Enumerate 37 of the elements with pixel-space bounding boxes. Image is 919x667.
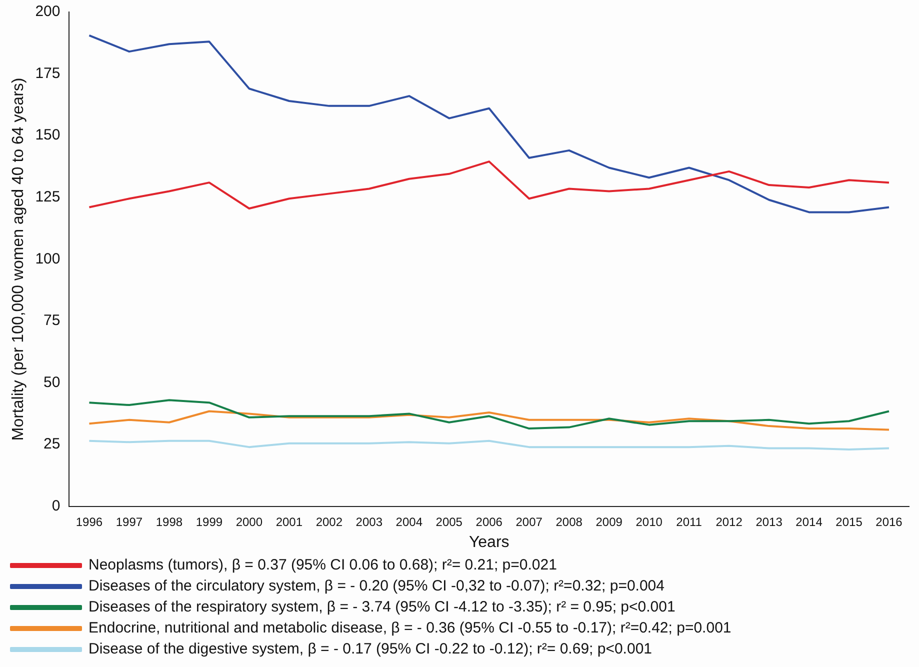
- x-tick-label: 2005: [436, 514, 463, 529]
- legend-label: Diseases of the respiratory system, β = - 3.74 (95% CI -4.12 to -3.35); r² = 0.95; p<0.001: [88, 598, 676, 616]
- x-tick-label: 1997: [116, 514, 143, 529]
- x-tick-label: 2016: [876, 514, 903, 529]
- y-tick-label: 50: [44, 374, 60, 391]
- y-tick-label: 125: [35, 188, 60, 206]
- y-tick-label: 175: [35, 64, 60, 82]
- x-tick-label: 2011: [676, 514, 702, 529]
- x-tick-label: 1998: [156, 514, 183, 529]
- x-tick-label: 1996: [76, 514, 103, 529]
- x-tick-label: 2008: [556, 514, 583, 529]
- x-tick-label: 2001: [276, 514, 303, 529]
- legend-label: Disease of the digestive system, β = - 0.17 (95% CI -0.22 to -0.12); r²= 0.69; p<0.001: [88, 640, 652, 658]
- legend-label: Endocrine, nutritional and metabolic disease, β = - 0.36 (95% CI -0.55 to -0.17); r²=0.42; p=0.001: [88, 620, 732, 637]
- x-tick-label: 2010: [636, 514, 663, 529]
- y-axis-title: Mortality (per 100,000 women aged 40 to 64 years): [10, 78, 28, 441]
- y-tick-label: 0: [52, 498, 60, 515]
- x-tick-label: 2000: [236, 514, 263, 529]
- x-tick-label: 2014: [796, 514, 823, 529]
- x-tick-label: 2015: [836, 514, 863, 529]
- x-tick-label: 2006: [476, 514, 503, 529]
- legend-label: Neoplasms (tumors), β = 0.37 (95% CI 0.06 to 0.68); r²= 0.21; p=0.021: [88, 556, 557, 574]
- legend-label: Diseases of the circulatory system, β = - 0.20 (95% CI -0,32 to -0.07); r²=0.32; p=0.004: [88, 578, 664, 595]
- x-axis-title: Years: [468, 534, 510, 551]
- x-tick-label: 1999: [196, 514, 223, 529]
- x-tick-label: 2004: [396, 514, 423, 529]
- y-tick-label: 200: [35, 3, 60, 20]
- x-tick-label: 2009: [596, 514, 623, 529]
- y-tick-label: 75: [44, 312, 60, 330]
- x-tick-label: 2003: [356, 514, 383, 529]
- x-tick-label: 2013: [756, 514, 783, 529]
- y-tick-label: 150: [35, 126, 60, 144]
- x-tick-label: 2012: [716, 514, 743, 529]
- x-tick-label: 2002: [316, 514, 343, 529]
- x-tick-label: 2007: [516, 514, 543, 529]
- y-tick-label: 100: [35, 250, 60, 268]
- y-tick-label: 25: [44, 436, 60, 453]
